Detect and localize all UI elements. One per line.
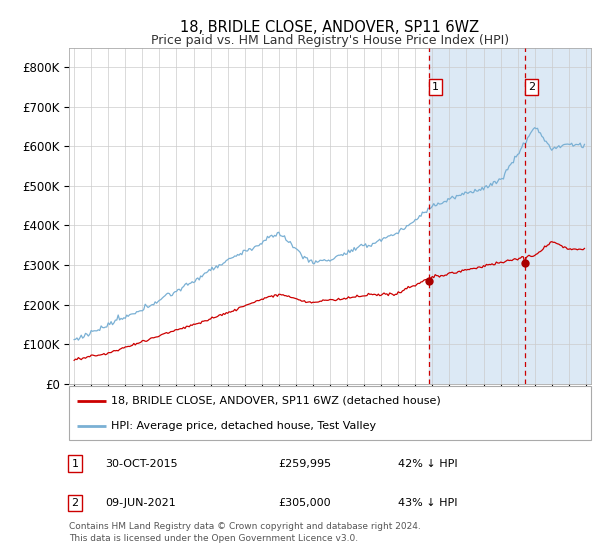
Text: 18, BRIDLE CLOSE, ANDOVER, SP11 6WZ: 18, BRIDLE CLOSE, ANDOVER, SP11 6WZ [181,20,479,35]
Text: 2: 2 [528,82,535,92]
Text: 30-OCT-2015: 30-OCT-2015 [106,459,178,469]
Text: 43% ↓ HPI: 43% ↓ HPI [398,498,457,508]
Text: 2: 2 [71,498,79,508]
Text: 18, BRIDLE CLOSE, ANDOVER, SP11 6WZ (detached house): 18, BRIDLE CLOSE, ANDOVER, SP11 6WZ (det… [111,396,440,406]
Text: 42% ↓ HPI: 42% ↓ HPI [398,459,457,469]
Text: 09-JUN-2021: 09-JUN-2021 [106,498,176,508]
Bar [430,48,595,384]
Text: £305,000: £305,000 [278,498,331,508]
Text: 1: 1 [71,459,79,469]
Text: Contains HM Land Registry data © Crown copyright and database right 2024.
This d: Contains HM Land Registry data © Crown c… [69,522,421,543]
Text: 1: 1 [432,82,439,92]
Text: Price paid vs. HM Land Registry's House Price Index (HPI): Price paid vs. HM Land Registry's House … [151,34,509,46]
Text: HPI: Average price, detached house, Test Valley: HPI: Average price, detached house, Test… [111,421,376,431]
Text: £259,995: £259,995 [278,459,331,469]
